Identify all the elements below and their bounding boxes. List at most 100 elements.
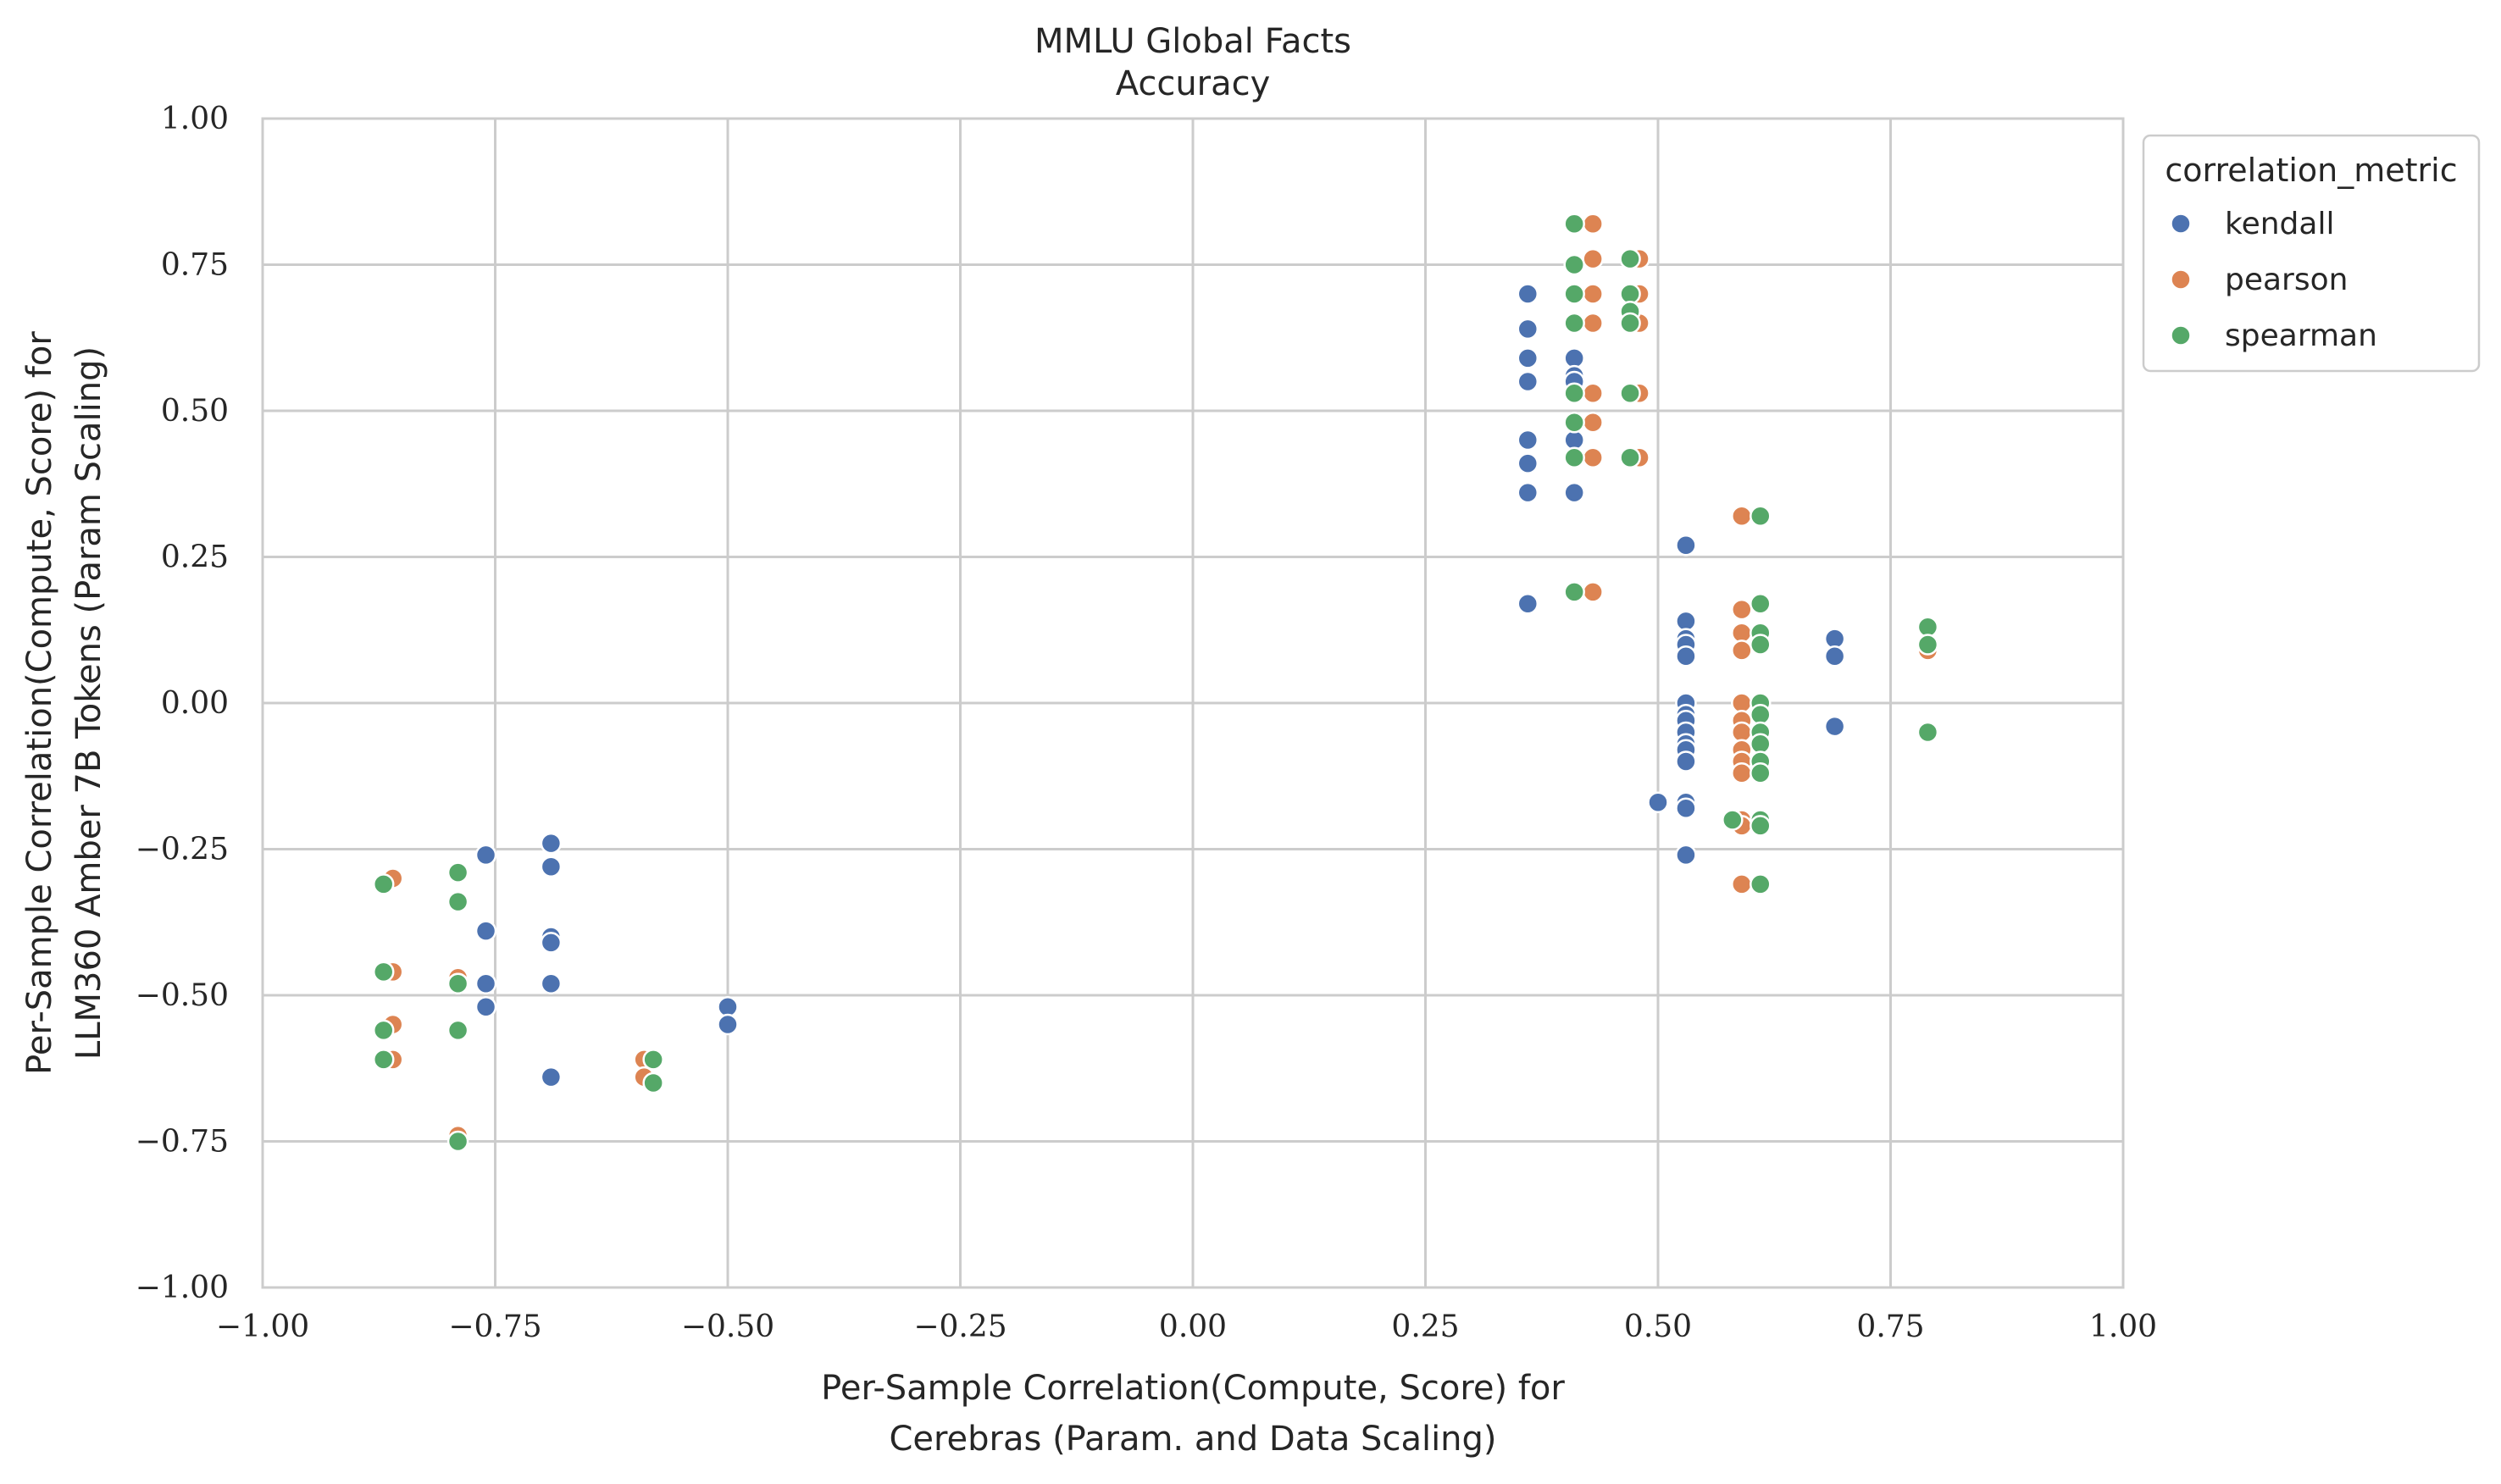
x-tick-label: −0.25 xyxy=(913,1310,1006,1344)
legend-marker-kendall xyxy=(2170,213,2192,235)
y-axis-label-line1: Per-Sample Correlation(Compute, Score) f… xyxy=(20,331,59,1075)
data-point-spearman xyxy=(372,1019,395,1042)
y-tick-label: 1.00 xyxy=(161,102,229,136)
data-point-spearman xyxy=(1619,382,1641,405)
legend-label-kendall: kendall xyxy=(2225,207,2334,241)
data-point-kendall xyxy=(1517,283,1539,305)
data-point-kendall xyxy=(1517,347,1539,369)
data-point-spearman xyxy=(446,861,469,883)
plot-area xyxy=(261,117,2125,1289)
data-point-spearman xyxy=(1750,505,1772,527)
data-point-spearman xyxy=(1750,873,1772,895)
y-axis-label-line2: LLM360 Amber 7B Tokens (Param Scaling) xyxy=(69,346,108,1060)
data-point-spearman xyxy=(446,890,469,913)
legend-label-spearman: spearman xyxy=(2225,318,2377,353)
data-point-kendall xyxy=(1675,750,1697,772)
data-point-pearson xyxy=(1582,581,1604,603)
y-tick-label: −0.50 xyxy=(136,978,229,1013)
data-point-kendall xyxy=(540,1066,563,1088)
data-point-kendall xyxy=(1823,715,1846,738)
x-axis-label-line2: Cerebras (Param. and Data Scaling) xyxy=(889,1420,1496,1459)
data-point-pearson xyxy=(1731,598,1753,621)
x-tick-label: −0.75 xyxy=(448,1310,541,1344)
data-point-spearman xyxy=(1563,581,1585,603)
chart-subtitle: Accuracy xyxy=(1116,64,1271,103)
data-point-kendall xyxy=(1517,452,1539,474)
data-point-spearman xyxy=(642,1071,664,1094)
data-point-pearson xyxy=(1582,312,1604,335)
data-point-pearson xyxy=(1731,873,1753,895)
legend-items: kendall pearson spearman xyxy=(2170,207,2377,353)
data-point-spearman xyxy=(1750,592,1772,615)
data-point-spearman xyxy=(446,1019,469,1042)
data-point-spearman xyxy=(1563,446,1585,468)
x-tick-label: 0.50 xyxy=(1624,1310,1692,1344)
legend-box xyxy=(2142,134,2481,373)
data-point-kendall xyxy=(474,972,497,994)
legend-marker-spearman xyxy=(2170,324,2192,346)
data-point-spearman xyxy=(642,1049,664,1071)
plot-frame xyxy=(261,117,2125,1289)
data-point-spearman xyxy=(1916,634,1939,656)
chart-title: MMLU Global Facts xyxy=(1034,22,1351,61)
x-tick-label: 0.25 xyxy=(1391,1310,1459,1344)
legend-marker-pearson xyxy=(2170,269,2192,291)
data-point-spearman xyxy=(1722,809,1744,831)
data-point-spearman xyxy=(1563,253,1585,276)
x-axis-label-line1: Per-Sample Correlation(Compute, Score) f… xyxy=(821,1369,1565,1408)
data-point-spearman xyxy=(1750,762,1772,784)
data-point-kendall xyxy=(540,832,563,855)
grid-lines xyxy=(261,117,2125,1289)
data-point-kendall xyxy=(1647,791,1669,814)
data-point-pearson xyxy=(1582,213,1604,235)
legend: correlation_metric kendall pearson spearma… xyxy=(2142,134,2481,373)
y-tick-label: −1.00 xyxy=(136,1271,229,1305)
x-tick-label: −1.00 xyxy=(216,1310,309,1344)
data-point-spearman xyxy=(1563,412,1585,434)
data-point-pearson xyxy=(1731,505,1753,527)
y-tick-label: 0.50 xyxy=(161,394,229,429)
data-point-spearman xyxy=(1619,446,1641,468)
data-point-kendall xyxy=(474,844,497,867)
data-point-pearson xyxy=(1582,446,1604,468)
data-point-spearman xyxy=(372,873,395,895)
data-point-kendall xyxy=(1517,370,1539,393)
data-point-kendall xyxy=(540,932,563,954)
x-tick-labels: −1.00 −0.75 −0.50 −0.25 0.00 0.25 0.50 0.75 1.00 xyxy=(216,1310,2157,1344)
data-point-spearman xyxy=(1563,213,1585,235)
y-tick-label: −0.75 xyxy=(136,1125,229,1160)
data-point-kendall xyxy=(1563,481,1585,504)
data-point-kendall xyxy=(1517,592,1539,615)
x-tick-label: 1.00 xyxy=(2089,1310,2157,1344)
data-point-pearson xyxy=(1582,283,1604,305)
data-point-spearman xyxy=(446,1130,469,1153)
data-point-pearson xyxy=(1731,640,1753,662)
x-tick-label: 0.75 xyxy=(1856,1310,1924,1344)
data-point-kendall xyxy=(474,920,497,942)
data-point-spearman xyxy=(1916,721,1939,744)
legend-label-pearson: pearson xyxy=(2225,263,2348,297)
data-point-spearman xyxy=(372,961,395,983)
y-tick-label: 0.75 xyxy=(161,248,229,283)
y-tick-label: 0.00 xyxy=(161,686,229,721)
data-point-spearman xyxy=(1619,247,1641,270)
data-point-pearson xyxy=(1582,247,1604,270)
data-point-kendall xyxy=(1517,429,1539,451)
data-point-kendall xyxy=(1823,645,1846,667)
data-point-spearman xyxy=(1563,312,1585,335)
data-point-spearman xyxy=(1563,283,1585,305)
data-point-spearman xyxy=(372,1049,395,1071)
data-point-kendall xyxy=(540,856,563,878)
y-tick-label: −0.25 xyxy=(136,833,229,867)
data-point-pearson xyxy=(1582,412,1604,434)
data-point-kendall xyxy=(717,1013,739,1036)
data-point-spearman xyxy=(1563,382,1585,405)
data-point-spearman xyxy=(1750,634,1772,656)
x-tick-label: 0.00 xyxy=(1159,1310,1227,1344)
data-point-kendall xyxy=(540,972,563,994)
data-point-kendall xyxy=(474,996,497,1018)
data-point-kendall xyxy=(1517,318,1539,341)
data-point-pearson xyxy=(1582,382,1604,405)
data-points xyxy=(372,213,1939,1153)
